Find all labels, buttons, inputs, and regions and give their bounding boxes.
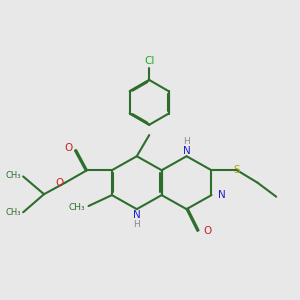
Text: Cl: Cl xyxy=(144,56,154,66)
Text: H: H xyxy=(134,220,140,229)
Text: H: H xyxy=(183,137,190,146)
Text: O: O xyxy=(203,226,211,236)
Text: N: N xyxy=(218,190,226,200)
Text: N: N xyxy=(133,210,141,220)
Text: O: O xyxy=(64,143,72,153)
Text: CH₃: CH₃ xyxy=(5,208,21,217)
Text: CH₃: CH₃ xyxy=(5,171,21,180)
Text: N: N xyxy=(183,146,190,156)
Text: O: O xyxy=(56,178,64,188)
Text: S: S xyxy=(234,165,240,175)
Text: CH₃: CH₃ xyxy=(69,203,86,212)
